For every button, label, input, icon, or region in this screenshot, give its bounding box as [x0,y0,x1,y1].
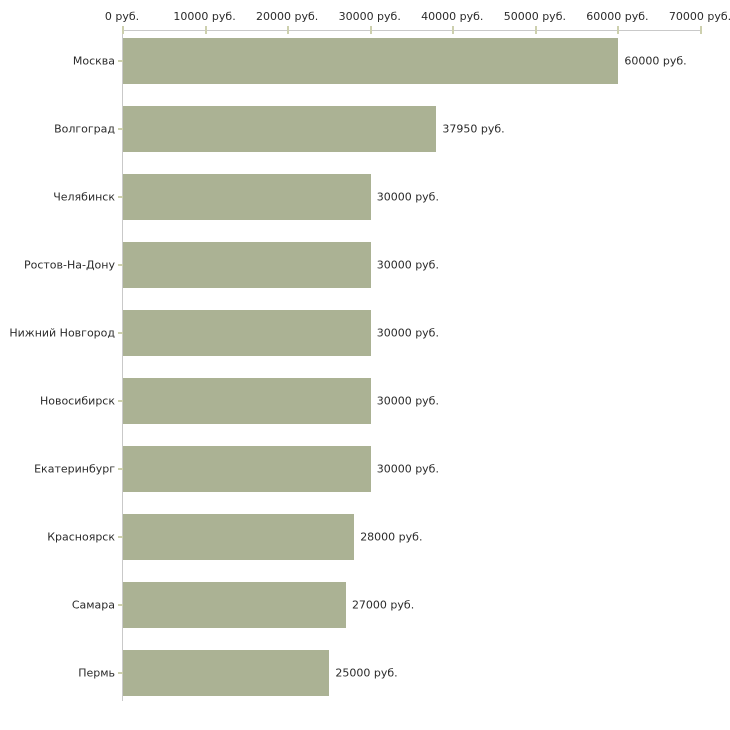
value-label: 30000 руб. [376,462,439,476]
x-axis-tick-label: 0 руб. [104,10,140,23]
x-axis-tick-label: 70000 руб. [668,10,730,23]
x-axis-tick-mark [369,26,372,34]
bar-row: Самара 27000 руб. [72,575,701,643]
category-label: Ростов-На-Дону [23,258,115,272]
y-axis-tick-mark [118,672,123,674]
category-label: Екатеринбург [34,462,115,476]
category-label: Волгоград [54,122,115,136]
category-label: Красноярск [47,530,115,544]
x-axis-tick-label: 20000 руб. [256,10,319,23]
x-axis-tick-mark [287,26,290,34]
bar [123,38,619,84]
bar [123,310,371,356]
y-axis-tick-mark [118,60,123,62]
y-axis-tick-mark [118,128,123,130]
y-axis-tick-mark [118,264,123,266]
bar [123,514,355,560]
value-label: 30000 руб. [376,394,439,408]
x-axis-tick-label: 10000 руб. [173,10,236,23]
x-axis-tick-label: 60000 руб. [586,10,649,23]
bar [123,174,371,220]
bar [123,106,437,152]
bar [123,242,371,288]
y-axis-tick-mark [118,604,123,606]
bar-rows: Москва 60000 руб. Волгоград 37950 руб. Челяб… [9,31,701,701]
bar-row: Красноярск 28000 руб. [47,507,701,575]
y-axis-tick-mark [118,332,123,334]
plot-area: Москва 60000 руб. Волгоград 37950 руб. Челяб… [9,26,702,701]
category-label: Москва [72,54,115,68]
x-axis-tick-mark [617,26,620,34]
x-axis-tick-label: 50000 руб. [503,10,566,23]
value-label: 27000 руб. [351,598,415,612]
y-axis-tick-mark [118,536,123,538]
x-axis-tick-mark [534,26,537,34]
category-label: Челябинск [53,190,115,204]
y-axis-tick-mark [118,468,123,470]
category-label: Новосибирск [39,394,115,408]
y-axis-tick-mark [118,400,123,402]
value-label: 30000 руб. [376,326,439,340]
category-label: Самара [71,598,115,612]
bar [123,378,371,424]
bar-row: Москва 60000 руб. [73,31,701,99]
bar-row: Екатеринбург 30000 руб. [34,439,701,507]
value-label: 30000 руб. [376,258,439,272]
value-label: 25000 руб. [335,666,398,680]
category-label: Пермь [78,666,115,680]
x-axis-tick-mark [700,26,702,34]
bar-row: Ростов-На-Дону 30000 руб. [24,235,701,303]
bar [123,650,330,696]
bar-row: Новосибирск 30000 руб. [40,371,701,439]
bar-row: Волгоград 37950 руб. [54,99,701,167]
value-label: 37950 руб. [442,122,505,136]
value-label: 60000 руб. [624,54,687,68]
bar-row: Пермь 25000 руб. [78,643,701,711]
bar [123,446,371,492]
x-axis-tick-mark [452,26,455,34]
x-axis-tick-mark [204,26,207,34]
bar [123,582,346,628]
value-label: 28000 руб. [360,530,423,544]
bar-row: Челябинск 30000 руб. [53,167,701,235]
category-label: Нижний Новгород [9,326,115,340]
value-label: 30000 руб. [376,190,439,204]
x-axis-tick-label: 30000 руб. [338,10,401,23]
y-axis-tick-mark [118,196,123,198]
bar-row: Нижний Новгород 30000 руб. [9,303,701,371]
x-axis-tick-label: 40000 руб. [421,10,484,23]
x-axis-tick-mark [122,26,124,34]
x-axis: 0 руб. 10000 руб. 20000 руб. 30000 руб. 4000… [0,0,730,30]
